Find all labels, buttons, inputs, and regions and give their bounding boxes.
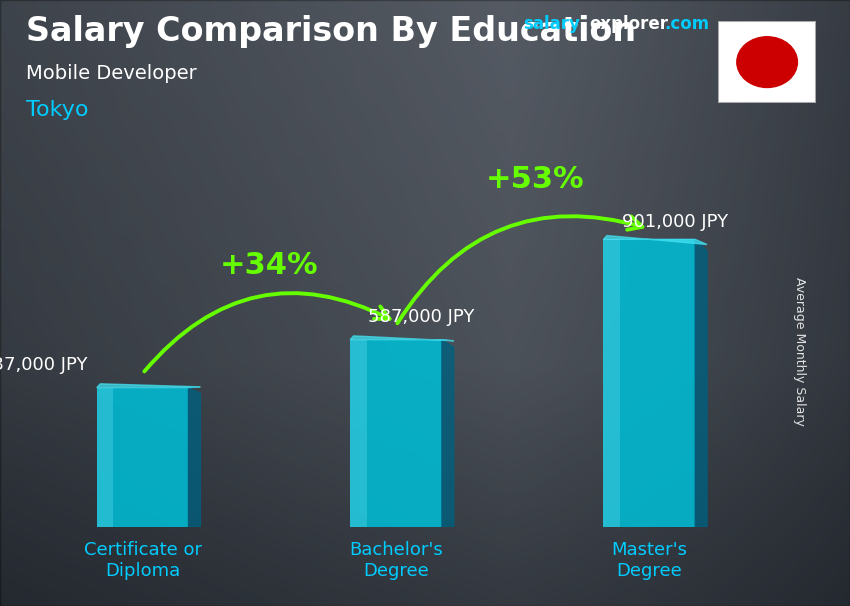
Polygon shape bbox=[189, 388, 201, 527]
Text: Salary Comparison By Education: Salary Comparison By Education bbox=[26, 15, 636, 48]
Bar bbox=[97, 388, 189, 527]
Polygon shape bbox=[350, 336, 454, 341]
Polygon shape bbox=[97, 384, 201, 388]
Text: Average Monthly Salary: Average Monthly Salary bbox=[793, 277, 806, 426]
Circle shape bbox=[737, 37, 797, 87]
Text: Mobile Developer: Mobile Developer bbox=[26, 64, 196, 82]
Polygon shape bbox=[442, 339, 454, 527]
Polygon shape bbox=[695, 239, 707, 527]
Text: salary: salary bbox=[523, 15, 580, 33]
Text: Tokyo: Tokyo bbox=[26, 100, 88, 120]
Bar bbox=[97, 388, 113, 527]
Bar bbox=[350, 339, 366, 527]
Bar bbox=[604, 239, 620, 527]
Text: 587,000 JPY: 587,000 JPY bbox=[368, 308, 475, 325]
Text: 437,000 JPY: 437,000 JPY bbox=[0, 356, 88, 373]
Text: +53%: +53% bbox=[485, 165, 584, 194]
Text: +34%: +34% bbox=[220, 251, 319, 281]
Text: explorer: explorer bbox=[589, 15, 668, 33]
Text: .com: .com bbox=[664, 15, 709, 33]
Bar bbox=[604, 239, 695, 527]
Text: 901,000 JPY: 901,000 JPY bbox=[622, 213, 728, 230]
Polygon shape bbox=[604, 236, 707, 244]
Bar bbox=[350, 339, 442, 527]
